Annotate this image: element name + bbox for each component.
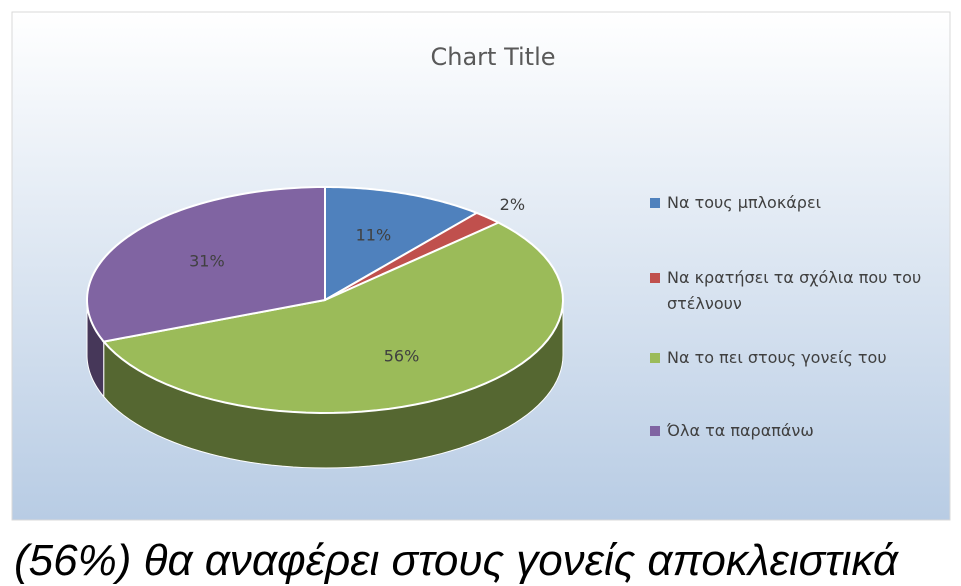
- data-label: 2%: [500, 195, 525, 214]
- data-label: 11%: [356, 226, 392, 245]
- legend-label: Να τους μπλοκάρει: [667, 193, 822, 212]
- legend-entry: Να κρατήσει τα σχόλια που του στέλνουν: [650, 265, 945, 317]
- legend-swatch: [650, 426, 660, 436]
- legend-swatch: [650, 198, 660, 208]
- chart-title: Chart Title: [430, 43, 555, 71]
- legend-entry: Να το πει στους γονείς του: [650, 345, 945, 371]
- legend-label: Να κρατήσει τα σχόλια που του στέλνουν: [667, 268, 922, 313]
- caption: (56%) θα αναφέρει στους γονείς αποκλειστ…: [14, 536, 898, 585]
- legend-entry: Όλα τα παραπάνω: [650, 418, 945, 444]
- data-label: 31%: [189, 251, 225, 270]
- slice: [324, 211, 501, 301]
- slice: [86, 185, 326, 343]
- slice: [101, 221, 564, 414]
- legend-label: Όλα τα παραπάνω: [667, 421, 814, 440]
- legend-swatch: [650, 273, 660, 283]
- legend-swatch: [650, 353, 660, 363]
- legend-entry: Να τους μπλοκάρει: [650, 190, 945, 216]
- data-label: 56%: [384, 347, 420, 366]
- legend-label: Να το πει στους γονείς του: [667, 348, 887, 367]
- slice: [324, 185, 480, 302]
